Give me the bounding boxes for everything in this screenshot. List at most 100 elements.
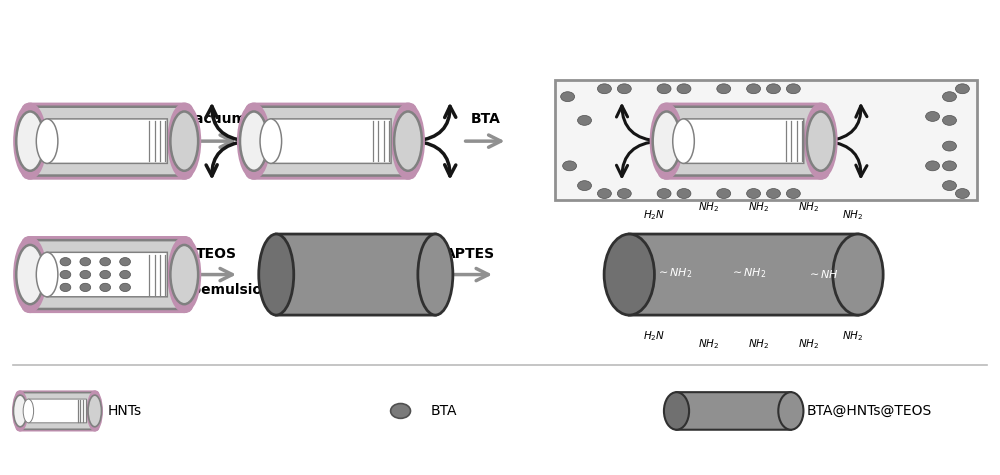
FancyBboxPatch shape xyxy=(25,240,189,309)
Text: $NH_2$: $NH_2$ xyxy=(748,200,769,214)
FancyBboxPatch shape xyxy=(271,119,391,163)
Ellipse shape xyxy=(120,283,130,292)
Ellipse shape xyxy=(767,84,780,94)
FancyBboxPatch shape xyxy=(18,393,97,429)
Text: $NH_2$: $NH_2$ xyxy=(698,337,720,351)
FancyBboxPatch shape xyxy=(47,119,167,163)
Ellipse shape xyxy=(786,189,800,199)
FancyBboxPatch shape xyxy=(25,107,189,176)
FancyBboxPatch shape xyxy=(662,107,825,176)
Ellipse shape xyxy=(597,84,611,94)
Text: $H_2N$: $H_2N$ xyxy=(643,209,665,222)
Ellipse shape xyxy=(259,234,294,315)
Ellipse shape xyxy=(926,161,940,171)
FancyBboxPatch shape xyxy=(658,103,830,180)
Ellipse shape xyxy=(100,270,111,279)
Ellipse shape xyxy=(767,189,780,199)
Ellipse shape xyxy=(943,115,956,125)
Ellipse shape xyxy=(240,112,268,171)
Ellipse shape xyxy=(955,189,969,199)
Text: BTA: BTA xyxy=(430,404,457,418)
Text: HNTs: HNTs xyxy=(107,404,141,418)
Ellipse shape xyxy=(717,84,731,94)
Text: BTA@HNTs@TEOS: BTA@HNTs@TEOS xyxy=(806,404,932,418)
Ellipse shape xyxy=(13,236,47,313)
Ellipse shape xyxy=(747,84,761,94)
Text: $NH_2$: $NH_2$ xyxy=(842,329,864,343)
Ellipse shape xyxy=(167,236,201,313)
Ellipse shape xyxy=(563,161,577,171)
FancyBboxPatch shape xyxy=(21,236,193,313)
Ellipse shape xyxy=(13,395,27,427)
Ellipse shape xyxy=(391,103,425,180)
Ellipse shape xyxy=(100,257,111,266)
Ellipse shape xyxy=(807,112,835,171)
Ellipse shape xyxy=(943,141,956,151)
Text: TEOS: TEOS xyxy=(196,247,237,261)
Ellipse shape xyxy=(778,392,803,430)
Ellipse shape xyxy=(12,390,28,431)
Ellipse shape xyxy=(617,189,631,199)
Text: Microemulsion: Microemulsion xyxy=(159,284,273,297)
Ellipse shape xyxy=(167,103,201,180)
Ellipse shape xyxy=(80,270,91,279)
Ellipse shape xyxy=(88,395,101,427)
Ellipse shape xyxy=(664,392,689,430)
Ellipse shape xyxy=(60,257,71,266)
Text: $NH_2$: $NH_2$ xyxy=(842,209,864,222)
Ellipse shape xyxy=(650,103,684,180)
Ellipse shape xyxy=(597,189,611,199)
Ellipse shape xyxy=(60,283,71,292)
FancyBboxPatch shape xyxy=(28,399,87,423)
Ellipse shape xyxy=(170,245,198,304)
Ellipse shape xyxy=(561,92,575,102)
Text: $NH_2$: $NH_2$ xyxy=(748,337,769,351)
Text: BTA: BTA xyxy=(471,113,501,126)
Text: Vacuum: Vacuum xyxy=(185,113,247,126)
Text: $NH_2$: $NH_2$ xyxy=(798,200,819,214)
Ellipse shape xyxy=(955,84,969,94)
Ellipse shape xyxy=(418,234,453,315)
Ellipse shape xyxy=(578,180,591,190)
Ellipse shape xyxy=(170,112,198,171)
Text: $NH_2$: $NH_2$ xyxy=(798,337,819,351)
FancyBboxPatch shape xyxy=(245,103,417,180)
Ellipse shape xyxy=(786,84,800,94)
Ellipse shape xyxy=(717,189,731,199)
Ellipse shape xyxy=(804,103,838,180)
Ellipse shape xyxy=(80,283,91,292)
Text: $H_2N$: $H_2N$ xyxy=(643,329,665,343)
Ellipse shape xyxy=(13,103,47,180)
Ellipse shape xyxy=(943,180,956,190)
Ellipse shape xyxy=(673,119,694,163)
FancyBboxPatch shape xyxy=(629,234,858,315)
Text: $\sim NH$: $\sim NH$ xyxy=(807,267,839,280)
Text: $NH_2$: $NH_2$ xyxy=(698,200,720,214)
Text: APTES: APTES xyxy=(445,247,495,261)
Ellipse shape xyxy=(657,189,671,199)
Ellipse shape xyxy=(926,112,940,122)
Ellipse shape xyxy=(36,252,58,297)
Ellipse shape xyxy=(391,404,411,418)
Ellipse shape xyxy=(943,161,956,171)
FancyBboxPatch shape xyxy=(276,234,435,315)
Ellipse shape xyxy=(677,189,691,199)
Ellipse shape xyxy=(578,115,591,125)
Ellipse shape xyxy=(617,84,631,94)
FancyBboxPatch shape xyxy=(47,252,167,297)
FancyBboxPatch shape xyxy=(21,103,193,180)
Text: $\sim NH_2$: $\sim NH_2$ xyxy=(730,266,767,280)
Ellipse shape xyxy=(260,119,282,163)
FancyBboxPatch shape xyxy=(249,107,413,176)
Ellipse shape xyxy=(23,399,34,423)
Ellipse shape xyxy=(943,92,956,102)
Ellipse shape xyxy=(80,257,91,266)
Ellipse shape xyxy=(653,112,680,171)
Ellipse shape xyxy=(747,189,761,199)
Text: $\sim NH_2$: $\sim NH_2$ xyxy=(656,266,692,280)
Ellipse shape xyxy=(87,390,103,431)
Ellipse shape xyxy=(237,103,271,180)
Ellipse shape xyxy=(833,234,883,315)
FancyBboxPatch shape xyxy=(684,119,804,163)
Ellipse shape xyxy=(36,119,58,163)
